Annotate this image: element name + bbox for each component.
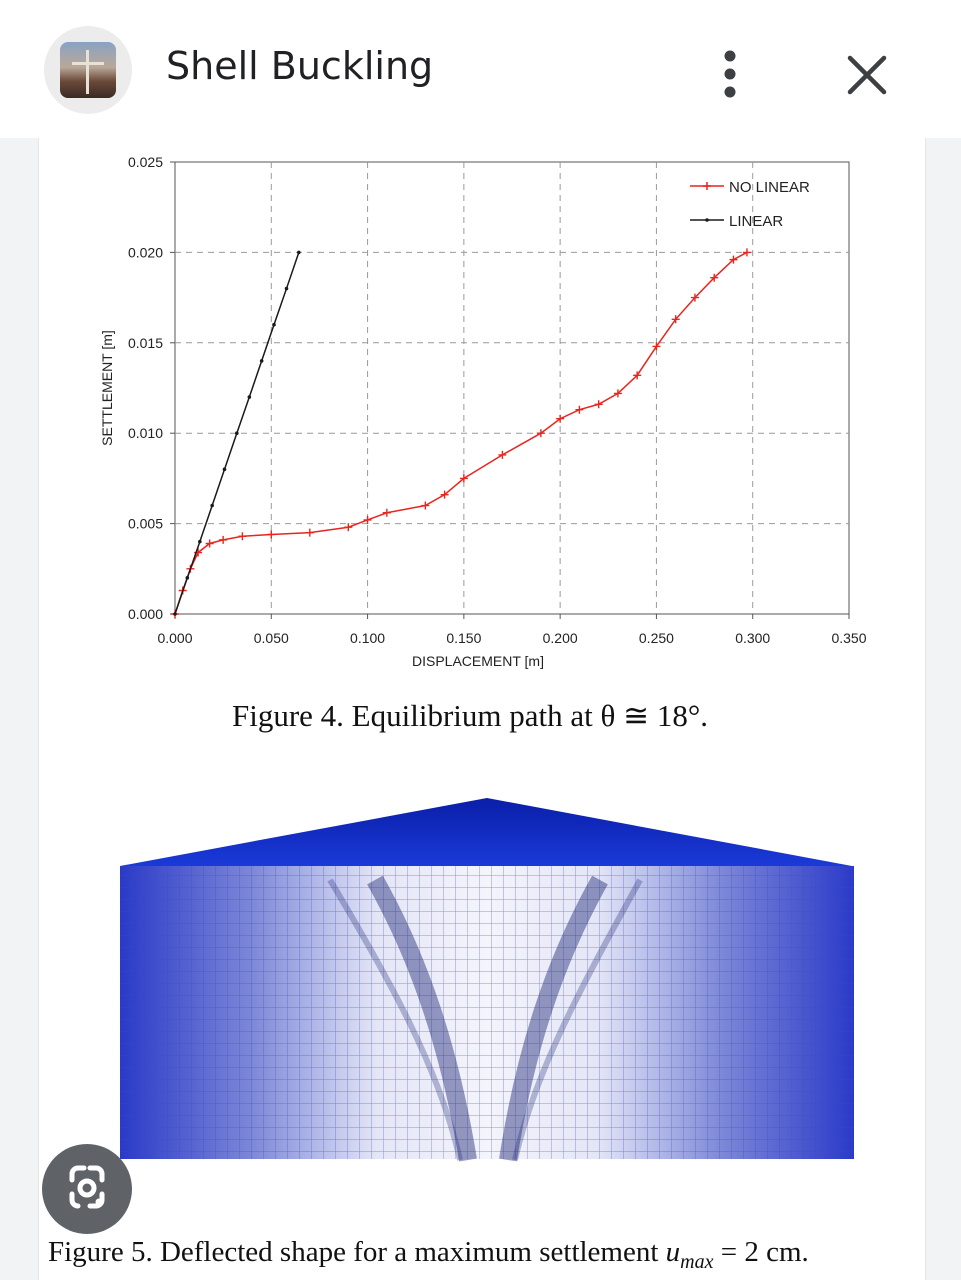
y-tick-label: 0.025 [128,154,163,170]
google-lens-icon [69,1165,105,1209]
y-tick-label: 0.020 [128,244,163,260]
data-point-linear [284,286,289,291]
backdrop-right [924,138,961,1280]
buckle-ripple-right [512,878,643,1161]
legend-label-no-linear: NO LINEAR [729,179,810,196]
y-tick-label: 0.000 [128,606,163,622]
x-axis-label: DISPLACEMENT [m] [412,653,544,669]
x-tick-label: 0.050 [254,630,289,646]
data-point-no-linear [205,539,214,548]
y-axis-ticks: 0.000 0.005 0.010 0.015 0.020 0.025 [128,154,175,622]
figure-5-caption-text: Figure 5. Deflected shape for a maximum … [48,1236,666,1268]
buckle-ripple-left [327,878,463,1161]
x-tick-label: 0.100 [350,630,385,646]
y-tick-label: 0.015 [128,335,163,351]
shell-roof [120,798,852,866]
data-point-no-linear [729,255,738,264]
data-point-no-linear [710,273,719,282]
figure-5-caption-suffix: = 2 cm. [713,1236,809,1268]
figure-5-caption: Figure 5. Deflected shape for a maximum … [48,1236,809,1274]
data-point-no-linear [575,405,584,414]
data-point-no-linear [219,535,228,544]
data-point-no-linear [613,389,622,398]
data-point-linear [210,503,214,508]
data-point-linear [198,539,202,544]
buckle-fold-left [367,875,477,1162]
data-point-no-linear [556,414,565,423]
data-point-no-linear [594,400,603,409]
series-layer [171,248,751,618]
data-point-no-linear [690,293,699,302]
source-avatar[interactable] [44,26,132,114]
page-title: Shell Buckling [166,44,434,88]
data-point-no-linear [363,515,372,524]
data-point-linear [297,250,301,255]
close-icon [847,55,887,95]
data-point-no-linear [421,501,430,510]
figure-4-caption: Figure 4. Equilibrium path at θ ≅ 18°. [232,698,708,733]
x-tick-label: 0.350 [831,630,866,646]
data-point-linear [222,467,227,472]
x-tick-label: 0.200 [543,630,578,646]
data-point-no-linear [344,523,353,532]
data-point-no-linear [652,342,661,351]
legend-marker-linear [705,218,709,222]
y-tick-label: 0.010 [128,425,163,441]
x-tick-label: 0.150 [446,630,481,646]
y-tick-label: 0.005 [128,516,163,532]
data-point-no-linear [440,490,449,499]
image-thumbnail [60,42,116,98]
backdrop-left [0,138,38,1280]
x-axis-ticks: 0.000 0.050 0.100 0.150 0.200 0.250 0.300 0.350 [157,614,867,646]
thumbnail-art [72,50,104,94]
legend: NO LINEAR LINEAR [690,179,810,230]
data-point-no-linear [459,474,468,483]
more-vert-icon [724,50,736,98]
lens-search-button[interactable] [42,1144,132,1234]
series-line-no-linear [174,251,748,615]
x-tick-label: 0.250 [639,630,674,646]
data-point-no-linear [742,248,751,257]
data-point-no-linear [238,532,247,541]
data-point-no-linear [536,429,545,438]
data-point-linear [235,431,239,436]
y-axis-label: SETTLEMENT [m] [99,330,115,446]
close-button[interactable] [838,48,896,106]
legend-marker-no-linear [703,182,711,190]
data-point-linear [173,612,177,616]
gridlines [175,162,849,614]
data-point-no-linear [498,450,507,459]
deflected-shell-figure [120,798,854,1162]
figure-5-caption-sub: max [680,1250,714,1273]
more-options-button[interactable] [708,46,752,102]
data-point-no-linear [267,530,276,539]
figure-5-caption-var: u [665,1236,681,1268]
x-tick-label: 0.000 [157,630,192,646]
app-header: Shell Buckling [0,0,961,138]
data-point-linear [272,322,276,327]
data-point-linear [185,576,190,580]
data-point-no-linear [633,371,642,380]
data-point-linear [247,395,252,399]
plot-area [174,161,850,615]
x-tick-label: 0.300 [735,630,770,646]
data-point-linear [259,359,264,363]
data-point-no-linear [671,315,680,324]
data-point-no-linear [305,528,314,537]
buckle-fold-right [499,875,608,1162]
legend-label-linear: LINEAR [729,213,783,230]
data-point-no-linear [382,508,391,517]
shell-mesh [120,866,854,1159]
